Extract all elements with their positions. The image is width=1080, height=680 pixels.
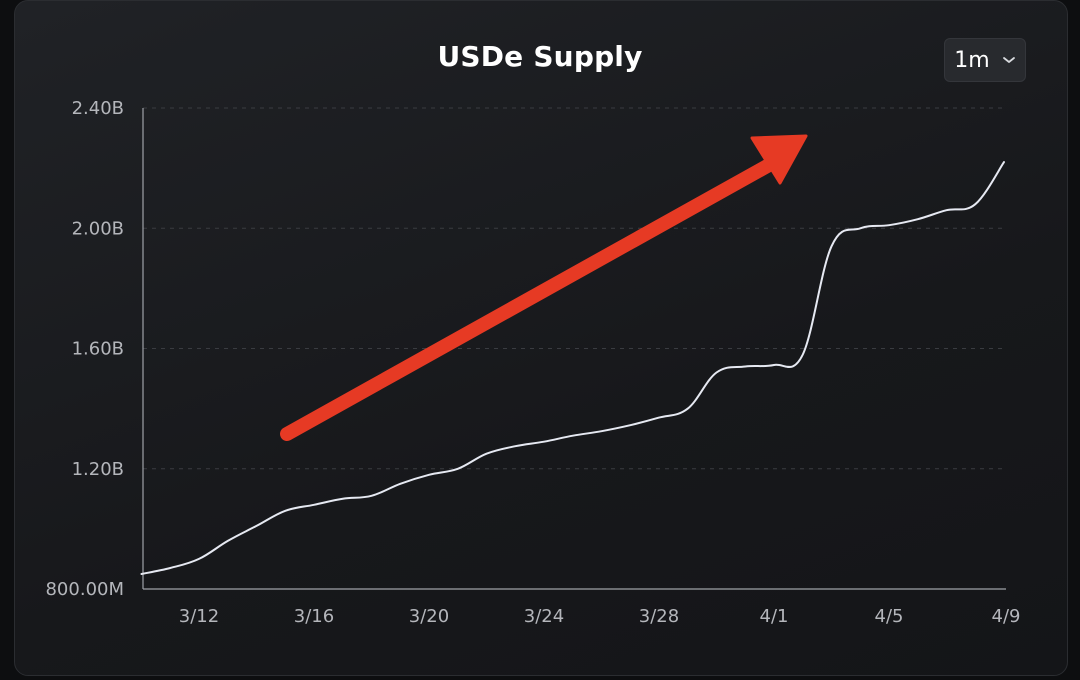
x-tick-label: 3/16	[294, 606, 334, 627]
chevron-down-icon	[1002, 57, 1015, 63]
axes	[142, 108, 1006, 590]
arrow-head	[750, 134, 808, 185]
series-line	[140, 161, 1005, 575]
series-layer	[140, 161, 1005, 575]
x-tick-label: 3/12	[179, 606, 219, 627]
x-tick-label: 3/28	[639, 606, 679, 627]
x-tick-label: 3/20	[409, 606, 449, 627]
arrow-shaft	[280, 153, 785, 441]
y-axis-ticks: 800.00M 1.20B 1.60B 2.00B 2.40B	[45, 98, 124, 600]
y-tick-label: 1.60B	[72, 339, 124, 360]
x-tick-label: 4/9	[992, 606, 1021, 627]
x-axis-ticks: 3/12 3/16 3/20 3/24 3/28 4/1 4/5 4/9	[179, 606, 1021, 627]
grid-lines	[143, 107, 1006, 470]
x-tick-label: 4/1	[760, 606, 789, 627]
y-tick-label: 2.40B	[72, 98, 124, 119]
trend-arrow-annotation	[280, 134, 808, 441]
x-tick-label: 3/24	[524, 606, 564, 627]
chart-title: USDe Supply	[437, 40, 643, 73]
range-selector-label: 1m	[954, 47, 990, 73]
y-tick-label: 800.00M	[45, 579, 124, 600]
range-selector-button[interactable]: 1m	[944, 38, 1026, 82]
x-tick-label: 4/5	[875, 606, 904, 627]
y-tick-label: 1.20B	[72, 459, 124, 480]
y-tick-label: 2.00B	[72, 218, 124, 239]
